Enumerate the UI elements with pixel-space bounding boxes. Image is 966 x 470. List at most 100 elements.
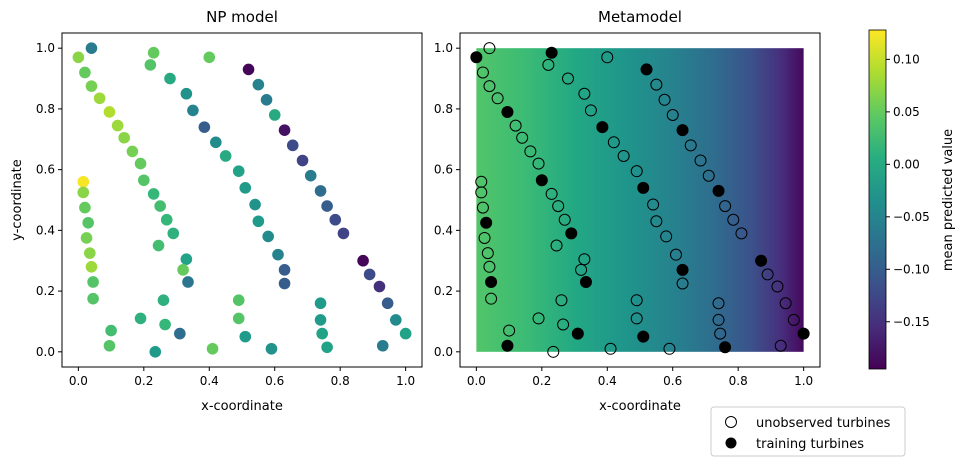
metamodel-unobserved-turbine xyxy=(483,260,496,273)
np-model-turbine-point xyxy=(103,339,116,352)
metamodel-xtick-label: 0.6 xyxy=(663,374,682,388)
np-model-turbine-point xyxy=(87,292,99,305)
np-model-turbine-point xyxy=(159,318,171,331)
np-model-turbine-point xyxy=(329,213,342,226)
np-model-turbine-point xyxy=(138,174,150,187)
metamodel-unobserved-turbine xyxy=(630,165,643,178)
metamodel-unobserved-turbine xyxy=(542,58,555,71)
np-model-turbine-point xyxy=(187,104,199,117)
metamodel-ytick-label: 1.0 xyxy=(434,41,453,55)
metamodel-unobserved-turbine xyxy=(658,93,671,106)
metamodel-unobserved-turbine xyxy=(663,342,676,355)
metamodel-unobserved-turbine xyxy=(509,119,522,132)
np-model-turbine-point xyxy=(134,312,147,325)
metamodel-unobserved-turbine xyxy=(601,51,614,64)
metamodel-unobserved-turbine xyxy=(647,198,660,211)
metamodel-unobserved-turbine xyxy=(761,268,774,281)
np-model-turbine-point xyxy=(249,198,261,211)
metamodel-training-turbine xyxy=(712,184,725,197)
np-model-ytick-label: 0.0 xyxy=(36,345,55,359)
metamodel-unobserved-turbine xyxy=(670,248,682,261)
np-model-turbine-point xyxy=(147,46,160,59)
np-model-turbine-point xyxy=(381,297,394,310)
np-model-turbine-point xyxy=(219,150,232,162)
metamodel-unobserved-turbine xyxy=(547,345,560,358)
np-model-turbine-point xyxy=(167,227,180,240)
np-model-turbine-point xyxy=(321,341,333,354)
metamodel-unobserved-turbine xyxy=(666,108,679,121)
np-model-turbine-point xyxy=(164,72,176,85)
np-model-turbine-point xyxy=(134,157,147,170)
colorbar-tick-label: −0.05 xyxy=(893,210,930,224)
np-model-title: NP model xyxy=(206,8,278,26)
metamodel-training-turbine xyxy=(480,216,493,229)
metamodel-training-turbine xyxy=(485,275,498,288)
metamodel-unobserved-turbine xyxy=(630,294,643,307)
legend: unobserved turbines training turbines xyxy=(710,406,906,457)
np-model-turbine-point xyxy=(147,188,160,200)
np-model-xtick-label: 0.4 xyxy=(200,374,219,388)
np-model-ytick-label: 1.0 xyxy=(36,41,55,55)
legend-unobserved-label: unobserved turbines xyxy=(756,416,891,431)
metamodel-ytick-label: 0.6 xyxy=(434,163,453,177)
np-model-turbine-point xyxy=(87,276,99,288)
metamodel-unobserved-turbine xyxy=(604,342,617,355)
metamodel-unobserved-turbine xyxy=(630,312,643,325)
metamodel-unobserved-turbine xyxy=(476,201,489,214)
metamodel-unobserved-turbine xyxy=(660,230,673,243)
metamodel-training-turbine xyxy=(719,341,732,354)
np-model-turbine-point xyxy=(265,342,278,355)
metamodel-axes-frame xyxy=(459,32,821,368)
metamodel-unobserved-turbine xyxy=(562,72,574,85)
np-model-turbine-point xyxy=(118,131,130,144)
metamodel-training-turbine xyxy=(580,275,592,288)
np-model-turbine-point xyxy=(180,87,193,100)
metamodel-unobserved-turbine xyxy=(483,42,496,55)
np-model-turbine-point xyxy=(252,215,265,228)
metamodel-unobserved-turbine xyxy=(578,253,591,266)
metamodel-ytick-label: 0.0 xyxy=(434,345,453,359)
metamodel-unobserved-turbine xyxy=(532,312,545,325)
metamodel-unobserved-turbine xyxy=(650,78,663,91)
metamodel-unobserved-turbine xyxy=(584,104,597,117)
metamodel-unobserved-turbine xyxy=(516,131,529,144)
legend-training-label: training turbines xyxy=(756,437,864,452)
metamodel-training-turbine xyxy=(640,63,653,76)
np-model-turbine-point xyxy=(93,92,106,105)
np-model-turbine-point xyxy=(278,277,291,290)
np-model-turbine-point xyxy=(268,109,281,121)
metamodel-unobserved-turbine xyxy=(617,149,630,162)
np-model-turbine-point xyxy=(272,248,284,261)
np-model-turbine-point xyxy=(337,227,350,240)
metamodel-unobserved-turbine xyxy=(712,297,725,310)
np-model-turbine-point xyxy=(103,106,116,118)
metamodel-xtick-label: 0.2 xyxy=(532,374,551,388)
metamodel-unobserved-turbine xyxy=(684,139,697,152)
metamodel-unobserved-turbine xyxy=(694,154,707,167)
metamodel-unobserved-turbine xyxy=(481,247,494,260)
metamodel-unobserved-turbine xyxy=(558,213,571,226)
metamodel-unobserved-turbine xyxy=(552,200,565,213)
np-model-turbine-point xyxy=(144,59,157,71)
np-model-turbine-point xyxy=(182,276,194,288)
metamodel-unobserved-turbine xyxy=(483,80,496,93)
metamodel-unobserved-turbine xyxy=(524,145,537,158)
colorbar-tick-label: −0.10 xyxy=(893,262,930,276)
metamodel-ytick-label: 0.8 xyxy=(434,102,453,116)
np-model-turbine-point xyxy=(152,239,165,252)
metamodel-points xyxy=(470,42,810,358)
metamodel-training-turbine xyxy=(501,339,514,352)
np-model-turbine-point xyxy=(314,297,327,310)
np-model-turbine-point xyxy=(177,264,189,276)
metamodel-panel: Metamodel 0.0 0.2 0.4 0.6 0.8 1.0 0.0 0.2 0.4 0.… xyxy=(434,8,821,414)
colorbar-tick-label: 0.10 xyxy=(893,52,920,66)
colorbar-gradient xyxy=(868,29,887,370)
np-model-turbine-point xyxy=(242,63,255,76)
np-model-turbine-point xyxy=(316,327,328,340)
np-model-turbine-point xyxy=(77,175,90,188)
np-model-turbine-point xyxy=(314,185,327,197)
metamodel-training-turbine xyxy=(676,263,689,276)
np-model-turbine-point xyxy=(126,145,139,158)
metamodel-unobserved-turbine xyxy=(676,277,689,290)
metamodel-unobserved-turbine xyxy=(476,66,489,79)
